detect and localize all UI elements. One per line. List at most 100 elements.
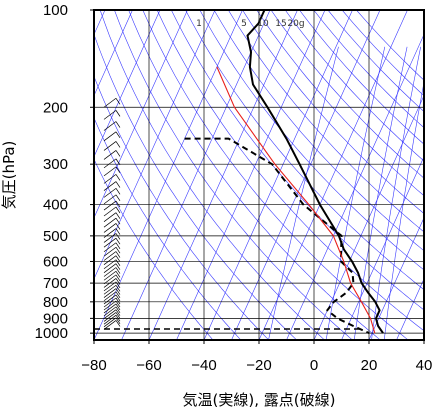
wind-barb-flag (115, 259, 121, 266)
wind-barb (103, 274, 117, 285)
wind-barb (103, 200, 117, 211)
wind-barb (103, 317, 117, 328)
wind-barb (103, 263, 117, 273)
wind-barb (103, 212, 117, 222)
wind-barb-flag (115, 223, 121, 230)
wind-barb-flag (115, 294, 121, 302)
dry-adiabat-line (142, 10, 409, 340)
temperature-line (246, 10, 384, 334)
x-tick-label: −60 (136, 357, 161, 374)
wind-barb (103, 303, 117, 314)
wind-barb (103, 97, 117, 108)
wind-barb-flag (115, 150, 121, 157)
wind-barb (103, 242, 117, 253)
mixing-ratio-label: 5 (241, 19, 247, 29)
wind-barb (103, 312, 117, 322)
dry-adiabat-line (94, 117, 242, 340)
isotherm-line (368, 217, 424, 340)
wind-barb-flag (115, 166, 121, 174)
wind-barb-flag (115, 110, 121, 117)
wind-barb (103, 150, 117, 160)
wind-barbs (103, 97, 121, 330)
isotherm-line (258, 10, 408, 340)
wind-barb-flag (115, 291, 121, 298)
wind-barb (103, 206, 117, 217)
wind-barb-flag (115, 263, 121, 270)
wind-barb-flag (115, 121, 121, 128)
series-group (94, 10, 384, 335)
y-tick-label: 400 (43, 197, 68, 214)
isotherm-line (94, 10, 188, 219)
isotherm-line (94, 10, 243, 340)
wind-barb (103, 246, 117, 257)
isotherm-line (423, 339, 424, 340)
dry-adiabat-line (171, 10, 424, 311)
wind-barb (103, 228, 117, 238)
y-tick-label: 700 (43, 275, 68, 292)
y-tick-label: 300 (43, 156, 68, 173)
dry-adiabat-line (228, 10, 424, 233)
wind-barb (103, 300, 117, 311)
x-tick-label: −20 (246, 357, 271, 374)
wind-barb (103, 188, 117, 198)
wind-barb (103, 309, 117, 319)
mixing-ratio-line (383, 80, 424, 340)
wind-barb-flag (115, 98, 121, 105)
isotherm-line (94, 10, 216, 280)
y-tick-label: 200 (43, 99, 68, 116)
mixing-ratio-label: 1 (196, 19, 202, 29)
wind-barb-flag (115, 181, 121, 188)
isotherm-line (121, 10, 271, 340)
wind-barb-flag (115, 212, 121, 219)
wind-barb-flag (115, 237, 121, 245)
wind-barb-flag (115, 271, 121, 278)
isotherm-line (396, 278, 424, 340)
y-axis-title: 気圧(hPa) (0, 141, 18, 210)
wind-barb (103, 194, 117, 205)
dry-adiabat-line (99, 10, 325, 340)
wind-barb-flag (115, 188, 121, 195)
wind-barb (103, 306, 117, 317)
mixing-ratio-line (353, 46, 408, 340)
wind-barb-flag (115, 242, 121, 249)
wind-barb-flag (115, 174, 121, 181)
dry-adiabat-line (213, 10, 424, 252)
wind-barb-flag (115, 312, 121, 319)
dry-adiabat-line (94, 75, 270, 340)
dry-adiabat-line (114, 10, 353, 340)
wind-barb (103, 259, 117, 270)
wind-barb-flag (115, 309, 121, 316)
y-tick-label: 500 (43, 228, 68, 245)
isotherm-line (313, 94, 424, 340)
x-tick-label: 40 (416, 357, 433, 374)
wind-barb (103, 158, 117, 169)
wind-barb-flag (115, 303, 121, 311)
wind-barb-flag (115, 217, 121, 225)
wind-barb (103, 121, 117, 131)
wind-barb-flag (115, 317, 121, 325)
wind-barb (103, 278, 117, 288)
y-tick-label: 900 (43, 310, 68, 327)
parcel-line (216, 66, 376, 334)
mixing-ratio-line (268, 46, 339, 340)
wind-barb-flag (115, 233, 121, 240)
wind-barb (103, 314, 117, 325)
y-tick-label: 100 (43, 2, 68, 19)
wind-barb-flag (115, 255, 121, 262)
wind-barb (103, 223, 117, 233)
y-tick-label: 800 (43, 294, 68, 311)
wind-barb (103, 294, 117, 305)
dry-adiabat-line (256, 10, 424, 197)
dry-adiabat-line (270, 10, 424, 179)
wind-barb (103, 110, 117, 120)
wind-barb (103, 320, 117, 330)
wind-barb-flag (115, 251, 121, 258)
wind-barb-flag (115, 300, 121, 308)
background-lines (94, 10, 424, 340)
wind-barb (103, 251, 117, 261)
mixing-ratio-line (371, 46, 421, 340)
isotherm-line (203, 10, 353, 340)
wind-barb (103, 166, 117, 177)
mixing-ratio-line (325, 46, 386, 340)
